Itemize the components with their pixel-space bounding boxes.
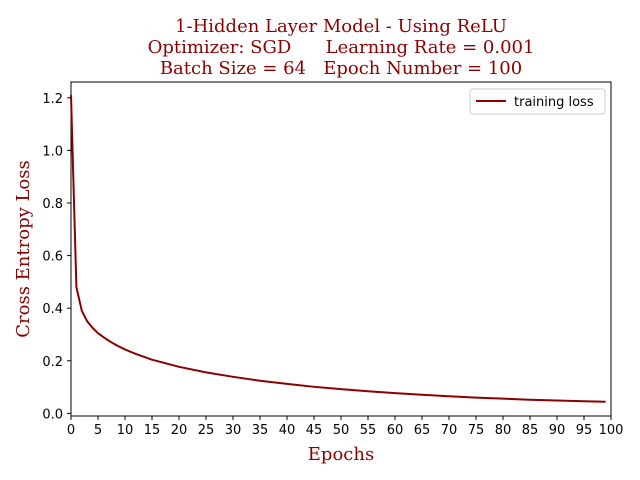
x-tick-label: 45 (306, 423, 323, 438)
chart-title-line-3: Batch Size = 64 Epoch Number = 100 (160, 58, 522, 79)
x-tick-label: 25 (198, 423, 215, 438)
x-tick-label: 80 (495, 423, 512, 438)
y-tick-label: 1.2 (42, 92, 63, 107)
x-tick-label: 90 (549, 423, 566, 438)
x-tick-label: 5 (94, 423, 102, 438)
x-tick-label: 0 (67, 423, 75, 438)
x-axis: 0 5 10 15 20 25 30 35 40 45 50 55 60 65 70 75 80 85 90 95 10… (67, 416, 624, 438)
x-tick-label: 95 (576, 423, 593, 438)
x-axis-label: Epochs (308, 444, 374, 465)
x-tick-label: 65 (414, 423, 431, 438)
x-tick-label: 75 (468, 423, 485, 438)
x-tick-label: 35 (252, 423, 269, 438)
x-tick-label: 100 (599, 423, 624, 438)
x-tick-label: 85 (522, 423, 539, 438)
y-tick-label: 0.4 (42, 302, 63, 317)
x-tick-label: 30 (225, 423, 242, 438)
x-tick-label: 40 (279, 423, 296, 438)
y-axis: 0.0 0.2 0.4 0.6 0.8 1.0 1.2 (42, 92, 71, 422)
legend-box (469, 88, 606, 115)
x-tick-label: 15 (144, 423, 161, 438)
series-line-training-loss (70, 95, 606, 403)
x-tick-label: 20 (171, 423, 188, 438)
x-tick-label: 60 (387, 423, 404, 438)
y-tick-label: 0.0 (42, 407, 63, 422)
legend: training loss (469, 88, 606, 115)
y-axis-label: Cross Entropy Loss (13, 160, 34, 338)
y-tick-label: 1.0 (42, 144, 63, 159)
y-tick-label: 0.8 (42, 197, 63, 212)
y-tick-label: 0.6 (42, 250, 63, 265)
x-tick-label: 70 (441, 423, 458, 438)
x-tick-label: 50 (333, 423, 350, 438)
plot-area (70, 81, 612, 417)
legend-label-training-loss: training loss (514, 95, 594, 110)
chart-title-line-2: Optimizer: SGD Learning Rate = 0.001 (148, 37, 535, 58)
x-tick-label: 55 (360, 423, 377, 438)
chart-title-line-1: 1-Hidden Layer Model - Using ReLU (175, 16, 507, 37)
x-tick-label: 10 (117, 423, 134, 438)
y-tick-label: 0.2 (42, 355, 63, 370)
series-group (70, 95, 606, 403)
chart-title: 1-Hidden Layer Model - Using ReLUOptimiz… (148, 16, 535, 79)
